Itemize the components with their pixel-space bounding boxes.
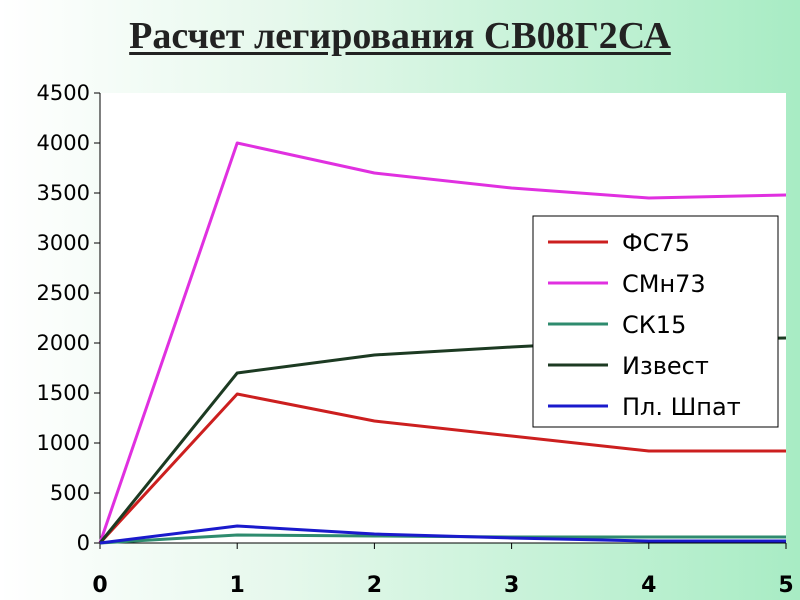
y-tick-label: 3500 bbox=[37, 181, 90, 205]
legend-label: Извест bbox=[622, 352, 709, 380]
slide-title-text: Расчет легирования СВ08Г2СА bbox=[129, 15, 671, 57]
x-tick-label: 2 bbox=[367, 573, 382, 598]
legend-label: ФС75 bbox=[622, 229, 690, 257]
legend-label: СМн73 bbox=[622, 270, 706, 298]
x-ticks: 0 1 2 3 4 5 bbox=[92, 543, 794, 598]
legend-label: Пл. Шпат bbox=[622, 393, 741, 421]
legend: ФС75 СМн73 СК15 Извест Пл. Шпат bbox=[532, 215, 779, 428]
series-line-2 bbox=[98, 141, 787, 544]
x-tick-label: 5 bbox=[778, 573, 793, 598]
y-tick-label: 0 bbox=[77, 531, 90, 555]
y-tick-label: 4500 bbox=[37, 81, 90, 105]
x-tick-label: 4 bbox=[641, 573, 656, 598]
legend-label: СК15 bbox=[622, 311, 686, 339]
y-tick-label: 3000 bbox=[37, 231, 90, 255]
legend-box bbox=[532, 215, 779, 428]
y-tick-label: 4000 bbox=[37, 131, 90, 155]
y-tick-label: 2000 bbox=[37, 331, 90, 355]
y-ticks: 0 500 1000 1500 2000 2500 3000 3500 4000 4500 bbox=[37, 81, 100, 555]
y-tick-label: 2500 bbox=[37, 281, 90, 305]
series-line-5 bbox=[99, 524, 786, 545]
series-line-1 bbox=[98, 392, 786, 545]
x-tick-label: 1 bbox=[230, 573, 245, 598]
slide-title: Расчет легирования СВ08Г2СА bbox=[0, 14, 800, 58]
x-tick-label: 3 bbox=[504, 573, 519, 598]
series-lines bbox=[98, 141, 787, 545]
y-tick-label: 500 bbox=[50, 481, 90, 505]
y-tick-label: 1500 bbox=[37, 381, 90, 405]
x-tick-label: 0 bbox=[92, 573, 107, 598]
y-tick-label: 1000 bbox=[37, 431, 90, 455]
